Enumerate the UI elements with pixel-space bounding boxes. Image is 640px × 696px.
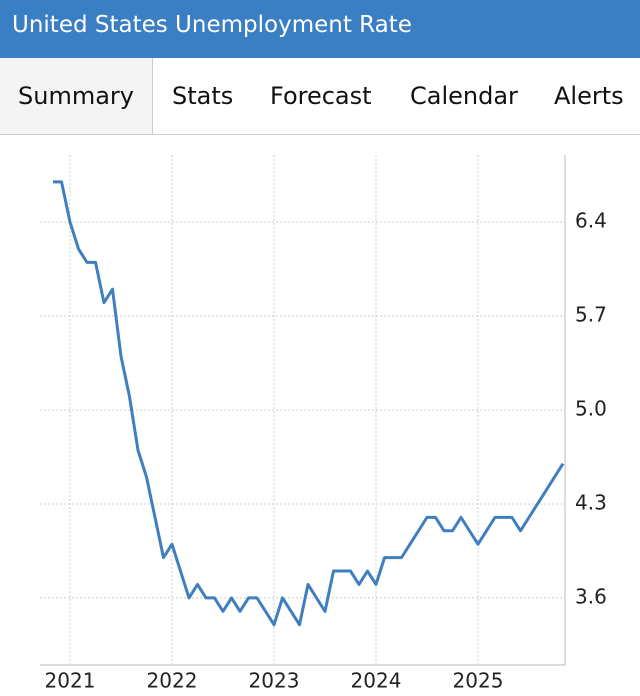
y-tick-label: 6.4 <box>575 209 607 233</box>
tab[interactable]: Alerts <box>554 82 624 110</box>
y-tick-label: 3.6 <box>575 584 607 608</box>
y-tick-label: 5.7 <box>575 303 607 327</box>
header: United States Unemployment Rate <box>0 0 640 58</box>
y-tick-label: 5.0 <box>575 397 607 421</box>
x-tick-label: 2022 <box>147 669 198 693</box>
tab-bar: Summary Stats Forecast Calendar Alerts <box>0 58 640 135</box>
tab[interactable]: Summary <box>0 58 153 134</box>
x-tick-label: 2024 <box>351 669 402 693</box>
line <box>53 180 565 627</box>
tab[interactable]: Stats <box>172 82 234 110</box>
x-tick-label: 2021 <box>45 669 96 693</box>
x-tick-label: 2023 <box>249 669 300 693</box>
tab[interactable]: Calendar <box>410 82 518 110</box>
page-title: United States Unemployment Rate <box>12 12 412 38</box>
x-tick-label: 2025 <box>453 669 504 693</box>
tab[interactable]: Forecast <box>270 82 372 110</box>
y-tick-label: 4.3 <box>575 490 607 514</box>
